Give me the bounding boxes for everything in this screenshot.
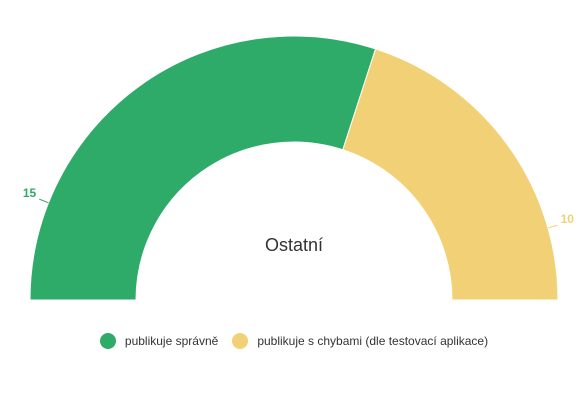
legend: publikuje správně publikuje s chybami (d… <box>0 333 588 349</box>
legend-item-correct[interactable]: publikuje správně <box>99 333 219 349</box>
legend-marker-correct <box>99 333 116 349</box>
slice-1[interactable] <box>342 48 559 301</box>
label-connector-0 <box>39 198 49 204</box>
legend-label-correct: publikuje správně <box>124 334 219 348</box>
legend-item-errors[interactable]: publikuje s chybami (dle testovací aplik… <box>232 333 488 349</box>
data-label-0: 15 <box>23 186 37 200</box>
slices-layer <box>29 35 559 301</box>
label-connector-1 <box>547 224 558 229</box>
center-label: Ostatní <box>265 235 323 255</box>
slice-0[interactable] <box>29 35 377 301</box>
legend-label-errors: publikuje s chybami (dle testovací aplik… <box>257 334 489 348</box>
data-label-1: 10 <box>561 212 575 226</box>
legend-marker-errors <box>232 333 249 349</box>
